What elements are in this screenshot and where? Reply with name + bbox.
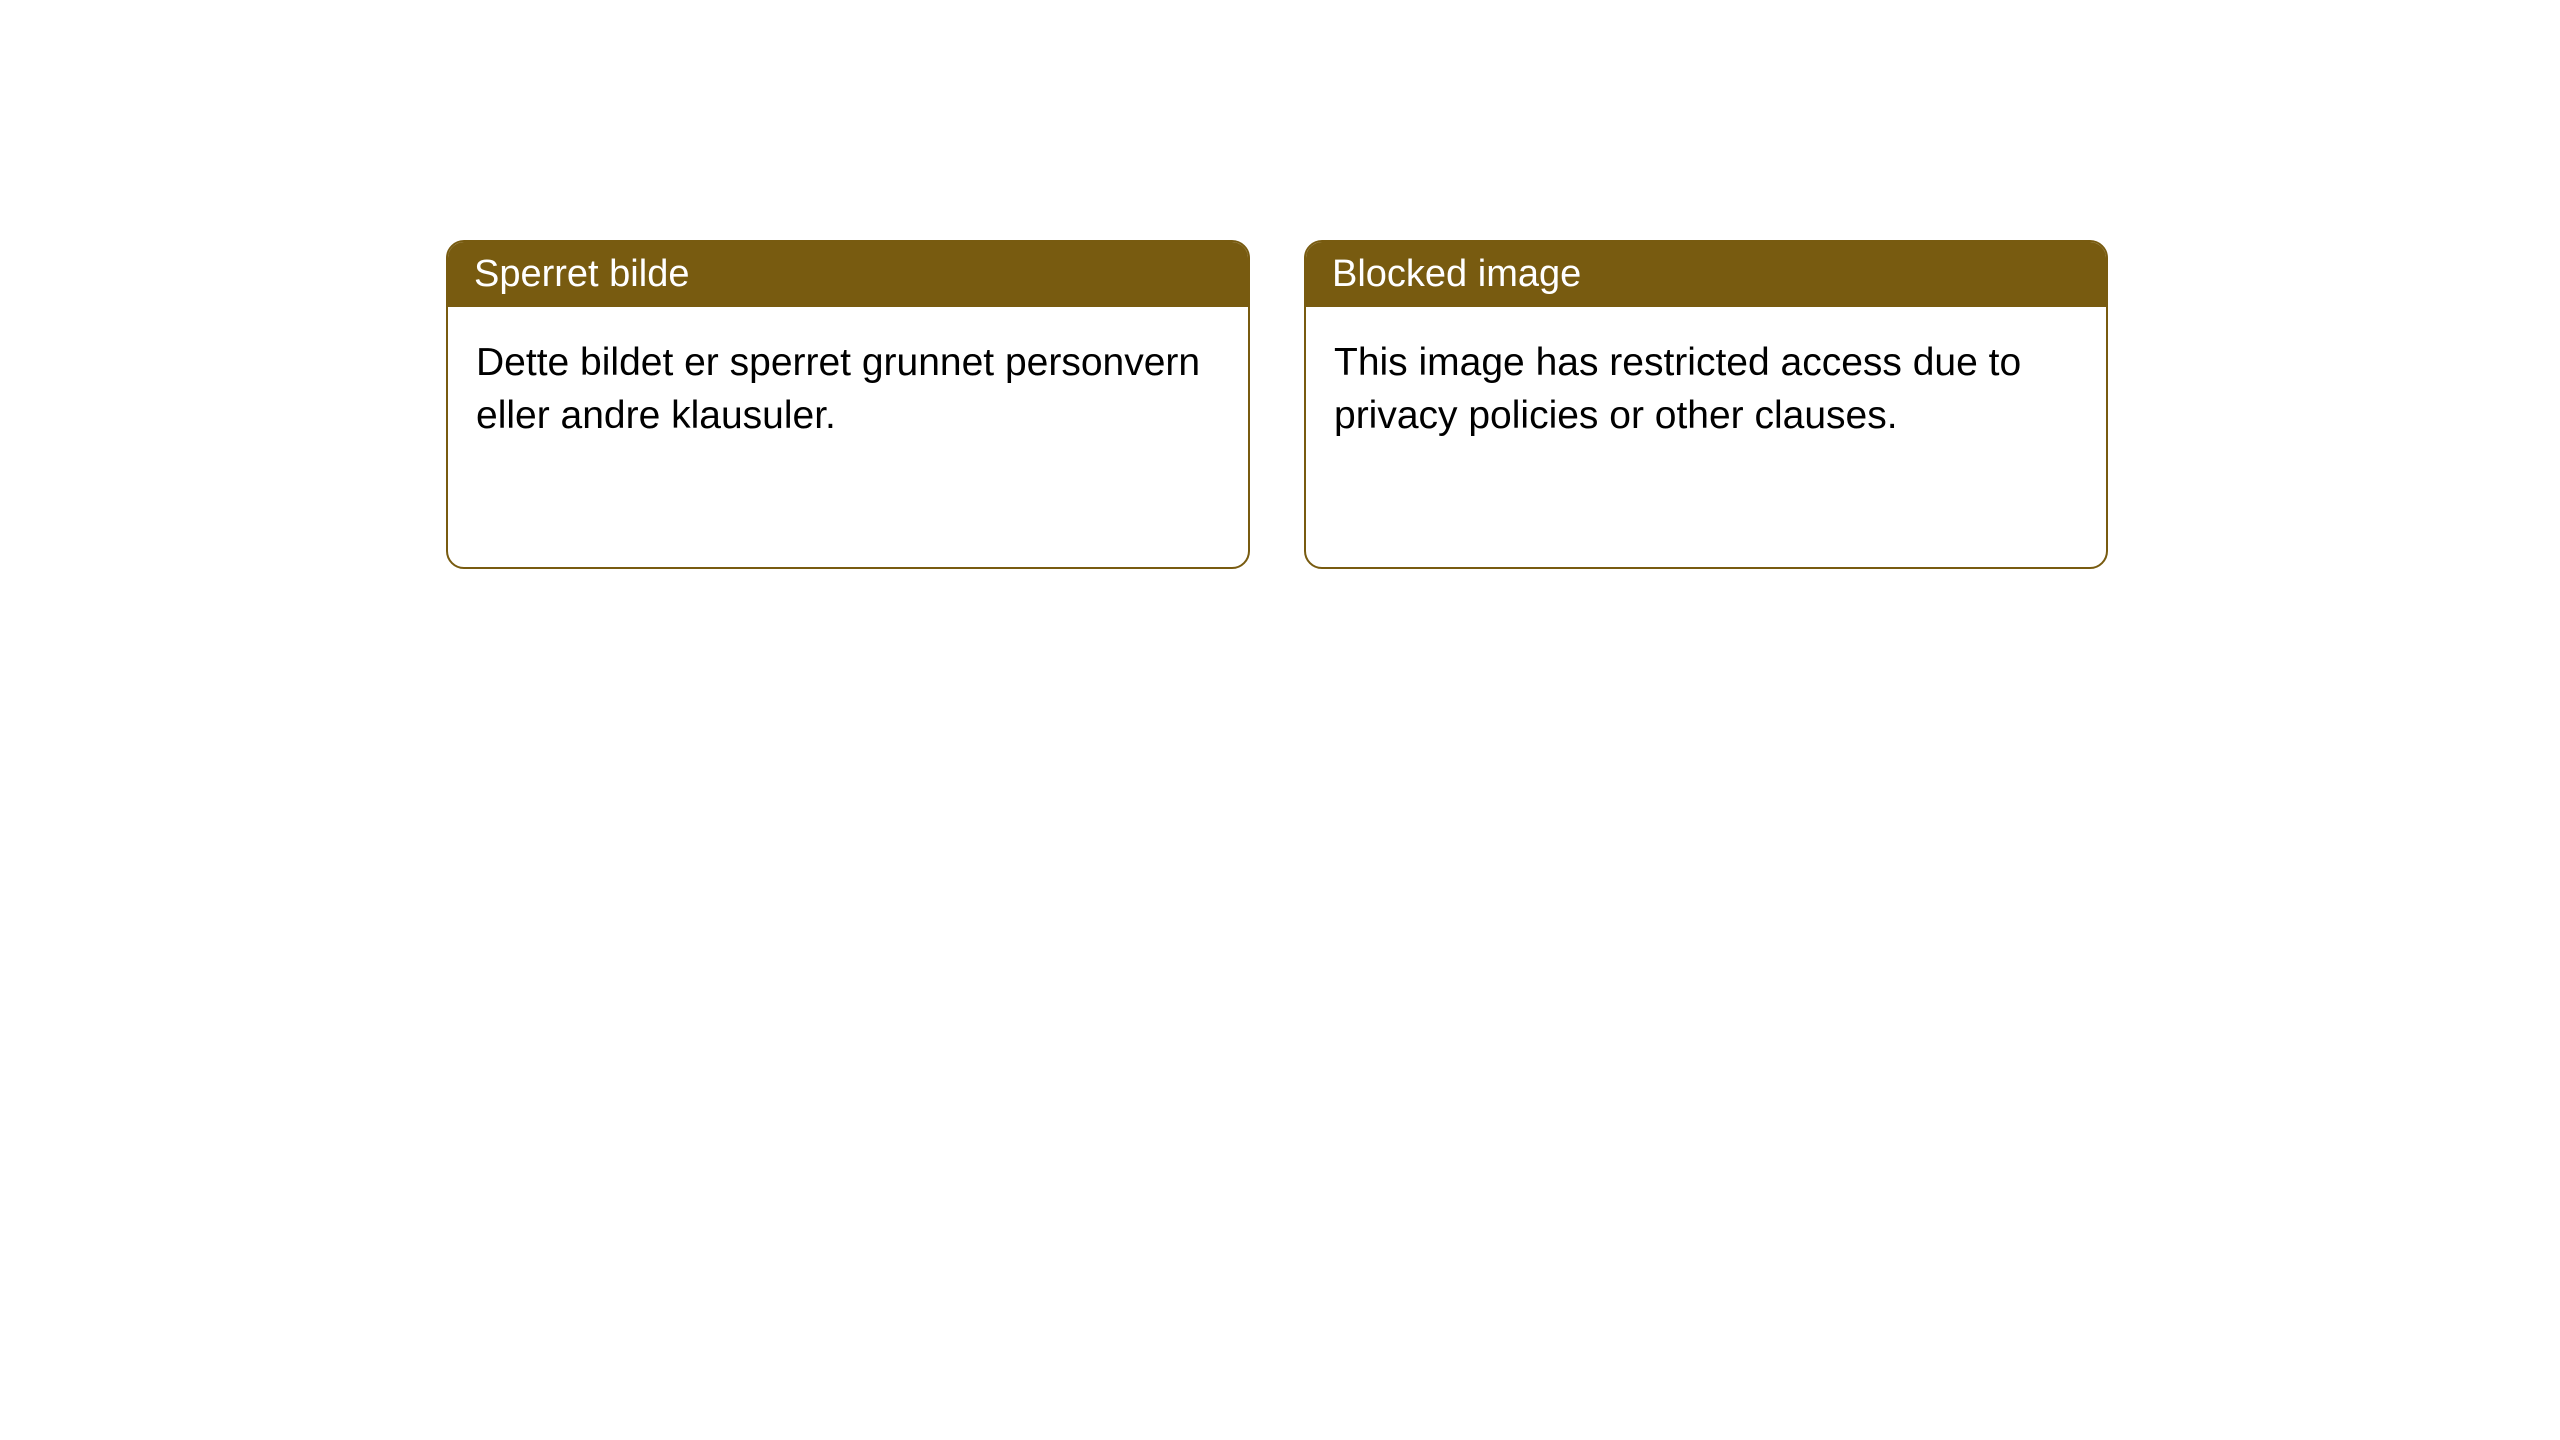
notice-card-container: Sperret bilde Dette bildet er sperret gr…	[446, 240, 2108, 569]
card-body-text: Dette bildet er sperret grunnet personve…	[476, 341, 1200, 437]
card-header-text: Blocked image	[1332, 253, 1581, 295]
card-header-text: Sperret bilde	[474, 253, 689, 295]
card-body-text: This image has restricted access due to …	[1334, 341, 2021, 437]
notice-card-english: Blocked image This image has restricted …	[1304, 240, 2108, 569]
card-header: Blocked image	[1306, 242, 2106, 307]
notice-card-norwegian: Sperret bilde Dette bildet er sperret gr…	[446, 240, 1250, 569]
card-header: Sperret bilde	[448, 242, 1248, 307]
card-body: Dette bildet er sperret grunnet personve…	[448, 307, 1248, 567]
card-body: This image has restricted access due to …	[1306, 307, 2106, 567]
